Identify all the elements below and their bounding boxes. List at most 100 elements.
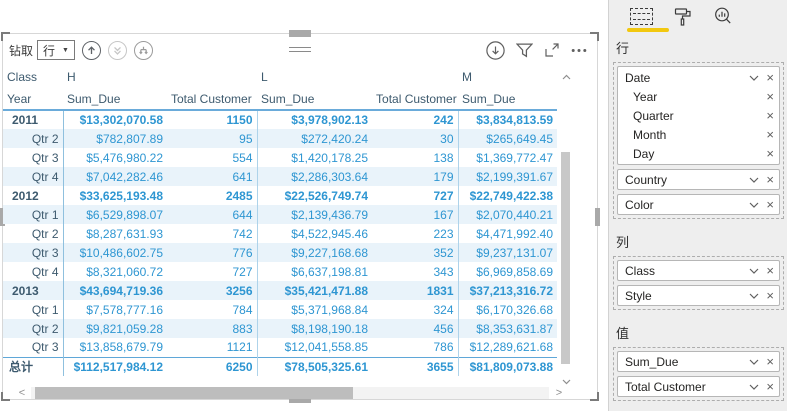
value-cell[interactable]: 644 bbox=[167, 205, 258, 224]
drill-up-button[interactable] bbox=[81, 40, 101, 60]
measure-header[interactable]: Sum_Due bbox=[257, 88, 373, 111]
value-cell[interactable]: $8,353,631.87 bbox=[457, 319, 558, 338]
selection-corner-tr[interactable] bbox=[590, 32, 599, 41]
table-row[interactable]: Qtr 1 $6,529,898.07 644 $2,139,436.79 167 $2,… bbox=[3, 205, 558, 224]
selection-corner-br[interactable] bbox=[590, 392, 599, 401]
value-cell[interactable]: $6,170,326.68 bbox=[457, 300, 558, 319]
scroll-left-icon[interactable]: < bbox=[18, 387, 26, 399]
row-header-cell[interactable]: Qtr 4 bbox=[31, 264, 59, 279]
tab-fields[interactable] bbox=[630, 8, 653, 25]
field-pill-total-customer[interactable]: Total Customer × bbox=[617, 376, 780, 397]
value-cell[interactable]: $22,749,422.38 bbox=[457, 186, 558, 205]
field-pill-color[interactable]: Color × bbox=[617, 194, 780, 215]
chevron-down-icon[interactable] bbox=[749, 177, 759, 183]
tab-analytics[interactable] bbox=[713, 6, 734, 27]
value-cell[interactable]: $112,517,984.12 bbox=[62, 356, 167, 376]
table-row[interactable]: Qtr 3 $13,858,679.79 1121 $12,041,558.85 786… bbox=[3, 338, 558, 357]
value-cell[interactable]: $2,199,391.67 bbox=[457, 167, 558, 186]
value-cell[interactable]: $8,198,190.18 bbox=[256, 319, 373, 338]
remove-field-icon[interactable]: × bbox=[766, 70, 774, 85]
row-header-cell[interactable]: Qtr 3 bbox=[31, 340, 59, 355]
horizontal-scroll-thumb[interactable] bbox=[35, 387, 353, 399]
table-row[interactable]: Qtr 4 $7,042,282.46 641 $2,286,303.64 179 $2,… bbox=[3, 167, 558, 186]
row-header-cell[interactable]: 总计 bbox=[3, 356, 63, 376]
table-row[interactable]: 2013 $43,694,719.36 3256 $35,421,471.88 1831… bbox=[3, 281, 558, 300]
value-cell[interactable]: $8,287,631.93 bbox=[62, 224, 167, 243]
selection-corner-tl[interactable] bbox=[1, 32, 10, 41]
column-group-header-m[interactable]: M bbox=[462, 70, 473, 84]
value-cell[interactable]: $8,321,060.72 bbox=[62, 262, 167, 281]
table-row[interactable]: Qtr 2 $8,287,631.93 742 $4,522,945.46 223 $4,… bbox=[3, 224, 558, 243]
value-cell[interactable]: 352 bbox=[372, 243, 459, 262]
value-cell[interactable]: 6250 bbox=[167, 356, 258, 376]
measure-header[interactable]: Sum_Due bbox=[458, 88, 558, 111]
value-cell[interactable]: $2,139,436.79 bbox=[256, 205, 373, 224]
resize-handle-top[interactable] bbox=[289, 30, 311, 37]
value-cell[interactable]: $43,694,719.36 bbox=[62, 281, 167, 300]
row-header-cell[interactable]: Qtr 4 bbox=[3, 167, 63, 186]
focus-mode-icon[interactable] bbox=[544, 42, 560, 58]
value-cell[interactable]: 1831 bbox=[372, 281, 459, 300]
value-cell[interactable]: 883 bbox=[167, 319, 258, 338]
vertical-scrollbar[interactable] bbox=[560, 68, 572, 385]
value-cell[interactable]: $2,286,303.64 bbox=[256, 167, 373, 186]
columns-field-well[interactable]: Class × Style × bbox=[613, 256, 784, 310]
remove-field-icon[interactable]: × bbox=[766, 288, 774, 303]
chevron-down-icon[interactable] bbox=[749, 293, 759, 299]
value-cell[interactable]: $265,649.45 bbox=[457, 129, 558, 148]
field-pill-sum-due[interactable]: Sum_Due × bbox=[617, 351, 780, 372]
drill-mode-dropdown[interactable]: 行 ▼ bbox=[37, 40, 75, 60]
measure-header[interactable]: Total Customer bbox=[372, 88, 459, 111]
field-card-date[interactable]: Date × Year × Quarter × Month × Day × bbox=[617, 66, 780, 165]
column-group-header-h[interactable]: H bbox=[67, 70, 76, 84]
table-row[interactable]: Qtr 2 $782,807.89 95 $272,420.24 30 $265,649.… bbox=[3, 129, 558, 148]
drag-grip-icon[interactable] bbox=[289, 47, 311, 55]
field-pill-country[interactable]: Country × bbox=[617, 169, 780, 190]
value-cell[interactable]: 786 bbox=[433, 340, 454, 355]
value-cell[interactable]: $10,486,602.75 bbox=[62, 243, 167, 262]
field-pill-quarter[interactable]: Quarter × bbox=[633, 108, 774, 123]
value-cell[interactable]: $1,369,772.47 bbox=[457, 148, 558, 167]
value-cell[interactable]: $78,505,325.61 bbox=[256, 356, 373, 376]
table-row[interactable]: Qtr 4 $8,321,060.72 727 $6,637,198.81 343 $6,… bbox=[3, 262, 558, 281]
value-cell[interactable]: $782,807.89 bbox=[62, 129, 167, 148]
value-cell[interactable]: 179 bbox=[372, 167, 459, 186]
value-cell[interactable]: $12,041,558.85 bbox=[256, 338, 373, 357]
chevron-down-icon[interactable] bbox=[749, 359, 759, 365]
horizontal-scrollbar[interactable]: < > bbox=[3, 386, 597, 400]
value-cell[interactable]: $12,289,621.68 bbox=[457, 338, 558, 357]
expand-next-level-button[interactable] bbox=[133, 40, 153, 60]
table-row[interactable]: Qtr 3 $10,486,602.75 776 $9,227,168.68 352 $9… bbox=[3, 243, 558, 262]
value-cell[interactable]: $3,978,902.13 bbox=[256, 110, 373, 129]
drill-down-toggle-button[interactable] bbox=[486, 40, 505, 60]
chevron-down-icon[interactable] bbox=[749, 202, 759, 208]
value-cell[interactable]: 30 bbox=[372, 129, 459, 148]
row-header-cell[interactable]: Qtr 2 bbox=[3, 319, 63, 338]
value-cell[interactable]: $33,625,193.48 bbox=[62, 186, 167, 205]
table-row[interactable]: Qtr 1 $7,578,777.16 784 $5,371,968.84 324 $6,… bbox=[3, 300, 558, 319]
row-header-cell[interactable]: 2013 bbox=[3, 281, 63, 300]
remove-field-icon[interactable]: × bbox=[766, 146, 774, 161]
row-header-cell[interactable]: 2011 bbox=[12, 113, 39, 127]
remove-field-icon[interactable]: × bbox=[766, 379, 774, 394]
more-options-icon[interactable] bbox=[571, 48, 587, 53]
horizontal-scroll-track[interactable] bbox=[31, 387, 549, 399]
value-cell[interactable]: $272,420.24 bbox=[256, 129, 373, 148]
value-cell[interactable]: $6,637,198.81 bbox=[256, 262, 373, 281]
filter-icon[interactable] bbox=[516, 42, 533, 58]
field-pill-day[interactable]: Day × bbox=[633, 146, 774, 161]
scroll-up-icon[interactable] bbox=[560, 68, 572, 80]
measure-header[interactable]: Sum_Due bbox=[63, 88, 167, 111]
field-pill-date[interactable]: Date × bbox=[625, 70, 774, 85]
value-cell[interactable]: 727 bbox=[232, 264, 253, 279]
resize-handle-left[interactable] bbox=[0, 207, 5, 226]
remove-field-icon[interactable]: × bbox=[766, 263, 774, 278]
chevron-down-icon[interactable] bbox=[749, 268, 759, 274]
scroll-down-icon[interactable] bbox=[560, 372, 572, 385]
remove-field-icon[interactable]: × bbox=[766, 172, 774, 187]
remove-field-icon[interactable]: × bbox=[766, 197, 774, 212]
table-row[interactable]: 2012 $33,625,193.48 2485 $22,526,749.74 727 $… bbox=[3, 186, 558, 205]
value-cell[interactable]: $7,578,777.16 bbox=[62, 300, 167, 319]
measure-header[interactable]: Total Customer bbox=[167, 88, 258, 111]
value-cell[interactable]: $9,821,059.28 bbox=[62, 319, 167, 338]
